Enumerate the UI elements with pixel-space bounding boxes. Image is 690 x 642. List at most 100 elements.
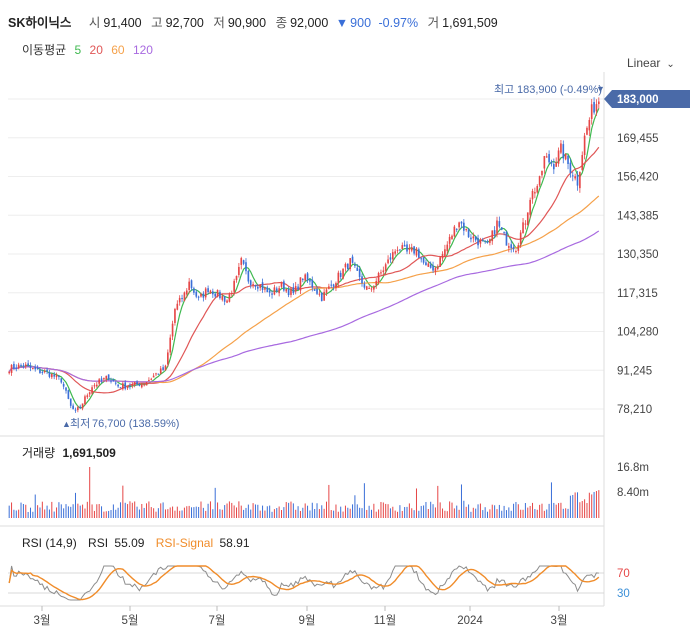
candle-body [252,284,254,286]
volume-bar [408,503,410,518]
volume-bar [290,501,292,518]
candle-body [427,263,430,267]
volume-bar [273,509,275,518]
volume-bar [520,509,522,518]
candle-body [531,190,534,200]
volume-bar [513,503,515,518]
volume-bar [141,503,143,518]
high-marker-icon: ▼ [596,84,605,94]
volume-bar [456,505,458,518]
candle-body [337,272,340,284]
candle-body [185,290,188,295]
candle-body [373,286,375,290]
volume-bar [186,506,188,518]
ma60-legend[interactable]: 60 [111,43,125,57]
candle-body [335,282,337,289]
volume-bar [254,504,256,518]
ma120-line [8,230,600,383]
moving-average-legend[interactable]: 이동평균 5 20 60 120 [22,41,158,58]
candle-body [67,390,70,399]
ma120-legend[interactable]: 120 [132,43,153,57]
volume-bar [13,509,15,518]
candle-body [266,287,269,293]
volume-bar [11,502,13,518]
volume-bar [238,501,240,518]
ma20-legend[interactable]: 20 [89,43,103,57]
candle-body [384,264,387,271]
volume-bar [387,504,389,518]
volume-bar [484,507,486,518]
high-annotation-value: 183,900 (-0.49%) [517,84,602,96]
volume-bar [63,508,65,518]
volume-bar [41,501,43,518]
low-annotation-label: 최저 [70,417,90,430]
volume-bar [489,509,491,518]
volume-bar [546,509,548,518]
volume-bar [569,495,571,518]
candle-body [590,104,593,119]
high-annotation-label: 최고 [494,83,514,96]
volume-bar [105,511,107,518]
volume-bar [164,509,166,518]
volume-bar [86,501,88,518]
volume-bar [477,504,479,518]
candle-body [39,369,41,374]
rsi-signal-line [8,565,600,601]
volume-bar [122,485,124,518]
candle-body [403,244,406,247]
volume-bar [527,507,529,518]
candle-body [519,232,522,245]
candle-body [579,172,581,189]
volume-bar [458,509,460,518]
volume-bar [330,510,332,518]
candle-body [207,288,209,293]
candle-body [36,367,39,370]
volume-bar [37,505,39,518]
price-tick-label: 143,385 [617,210,659,222]
candle-body [27,363,29,366]
candle-body [493,230,496,235]
candle-body [150,378,153,380]
price-tick-label: 104,280 [617,327,659,339]
volume-bar [193,507,195,518]
scale-mode-dropdown[interactable]: Linear ⌄ [627,56,675,70]
volume-bar [148,501,150,518]
candle-body [422,257,425,263]
volume-bar [20,502,22,518]
volume-bar [503,505,505,518]
candle-body [17,364,20,369]
volume-bar [349,508,351,518]
candle-body [292,287,295,294]
candle-body [536,186,539,193]
volume-bar [207,503,209,518]
candle-body [131,384,134,386]
ma5-legend[interactable]: 5 [74,43,82,57]
candle-body [138,384,141,386]
candle-body [117,384,119,387]
volume-bar [70,506,72,518]
volume-bar [56,507,58,518]
candle-body [356,267,359,271]
candle-body [354,264,356,267]
stock-name: SK하이닉스 [8,16,72,30]
candle-body [145,382,148,386]
volume-bar [375,511,377,518]
volume-bar [418,510,420,518]
volume-bar [524,503,526,518]
candle-body [463,222,465,231]
candle-body [467,229,470,238]
volume-bar [138,509,140,518]
candle-body [247,270,250,282]
candle-body [84,396,86,405]
volume-bar [579,502,581,518]
candle-body [136,381,138,385]
volume-bar [515,501,517,518]
volume-bar [529,505,531,518]
x-tick-label: 11월 [374,614,397,627]
volume-bar [281,510,283,518]
volume-bar [394,510,396,518]
volume-bar [432,504,434,518]
volume-bar [430,501,432,518]
candle-body [74,409,77,411]
